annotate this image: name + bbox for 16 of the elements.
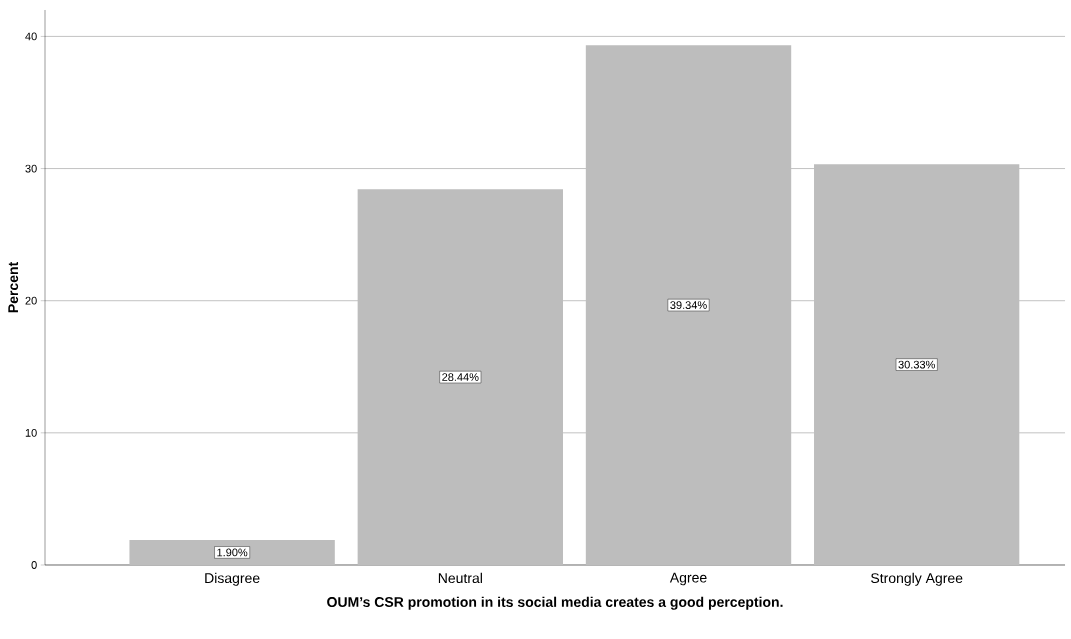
data-label: 39.34% xyxy=(670,301,707,309)
y-tick-label: 10 xyxy=(25,428,37,437)
x-axis-title: OUM’s CSR promotion in its social media creates a good perception. xyxy=(327,596,783,610)
bar xyxy=(129,539,335,565)
data-label: 30.33% xyxy=(898,360,935,369)
y-tick-label: 40 xyxy=(25,32,37,41)
y-tick-label: 30 xyxy=(25,164,37,173)
data-label: 1.90% xyxy=(217,548,248,557)
y-tick-label: 0 xyxy=(31,561,37,569)
y-axis-title: Percent xyxy=(8,261,19,313)
x-tick-label: Disagree xyxy=(205,572,260,586)
x-tick-label: Agree xyxy=(669,572,707,586)
y-tick-label: 20 xyxy=(25,296,37,305)
x-tick-label: Strongly Agree xyxy=(871,572,963,586)
data-label: 28.44% xyxy=(442,373,479,381)
x-tick-label: Neutral xyxy=(438,572,482,584)
